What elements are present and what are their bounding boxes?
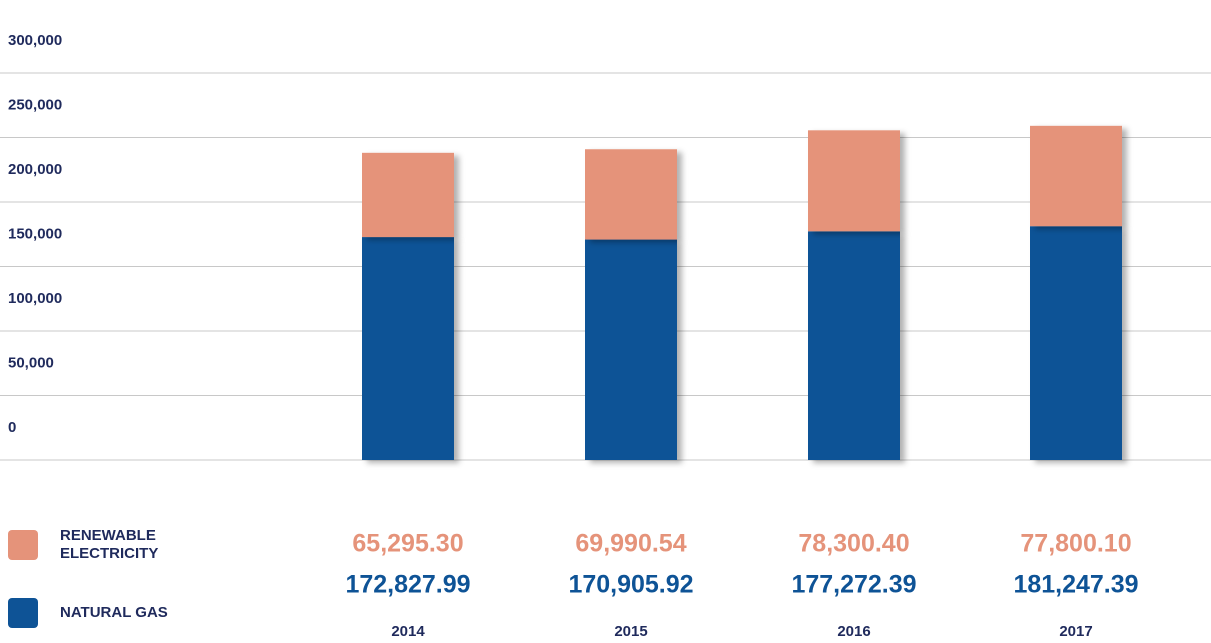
x-tick-label: 2015 [614,623,647,640]
value-label: 177,272.39 [791,571,916,599]
legend-label: RENEWABLE ELECTRICITY [60,527,159,562]
y-tick-label: 300,000 [8,32,62,49]
y-tick-label: 0 [8,419,16,436]
y-tick-label: 100,000 [8,290,62,307]
legend-swatch [8,598,38,628]
value-label: 78,300.40 [798,530,909,558]
bar-segment [585,149,677,240]
bar-segment [808,231,900,460]
value-label: 170,905.92 [568,571,693,599]
bar-segment [585,239,677,460]
bar-segment [1030,226,1122,460]
y-tick-label: 150,000 [8,225,62,242]
bar-segment [362,237,454,460]
value-label: 77,800.10 [1020,530,1131,558]
value-label: 69,990.54 [575,530,686,558]
x-tick-label: 2017 [1059,623,1092,640]
x-tick-label: 2016 [837,623,870,640]
value-label: 181,247.39 [1013,571,1138,599]
y-tick-label: 50,000 [8,354,54,371]
y-tick-label: 250,000 [8,96,62,113]
legend-swatch [8,530,38,560]
x-tick-label: 2014 [391,623,425,640]
y-tick-label: 200,000 [8,161,62,178]
bar-segment [808,130,900,232]
legend-label: NATURAL GAS [60,604,168,621]
value-label: 172,827.99 [345,571,470,599]
bar-segment [362,152,454,238]
value-label: 65,295.30 [352,530,463,558]
bar-segment [1030,125,1122,227]
